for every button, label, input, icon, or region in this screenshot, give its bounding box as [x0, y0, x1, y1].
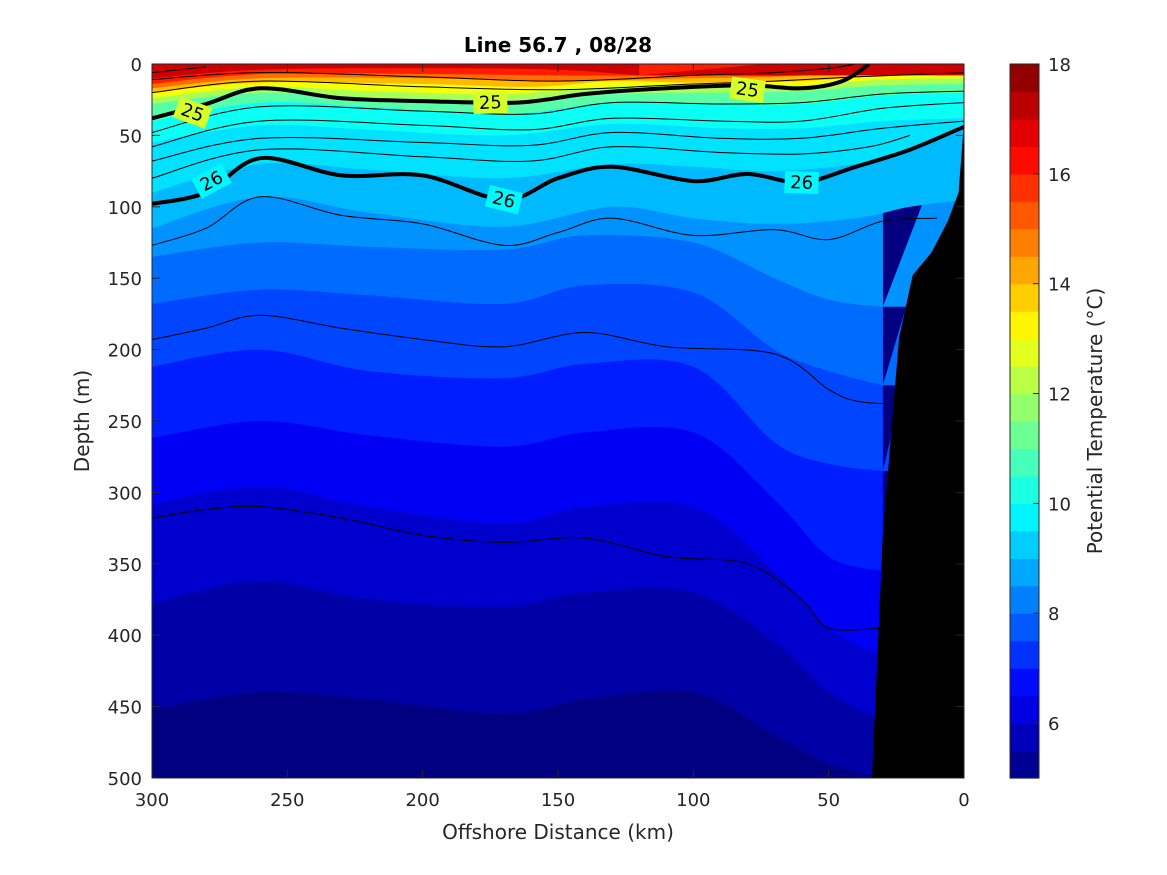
x-tick-label: 50 [817, 790, 840, 811]
colorbar-segment [1010, 613, 1039, 642]
colorbar-segment [1010, 530, 1039, 559]
x-tick-label: 200 [405, 790, 439, 811]
density-contours [152, 64, 964, 631]
y-tick-label: 250 [108, 412, 142, 433]
colorbar-segment [1010, 421, 1039, 450]
temperature-fills [152, 64, 964, 778]
colorbar-tick-label: 16 [1048, 165, 1071, 186]
contour-label-bg [472, 90, 508, 115]
x-tick-label: 0 [958, 790, 969, 811]
density-contour-25-6 [152, 120, 964, 162]
y-tick-label: 400 [108, 626, 142, 647]
density-contour-24-8 [152, 72, 964, 94]
x-tick-label: 300 [135, 790, 169, 811]
contour-label-26: 26 [790, 172, 814, 194]
colorbar-segment [1010, 311, 1039, 340]
colorbar-segment [1010, 558, 1039, 587]
density-contour-25-4 [152, 102, 964, 148]
colorbar-segment [1010, 256, 1039, 285]
colorbar-segment [1010, 585, 1039, 614]
colorbar-segment [1010, 695, 1039, 724]
chart-title: Line 56.7 , 08/28 [464, 33, 652, 57]
colorbar-tick-label: 10 [1048, 494, 1071, 515]
colorbar-segment [1010, 503, 1039, 532]
density-contour-26-6 [152, 505, 883, 631]
density-contour-25 [152, 64, 871, 121]
colorbar-segment [1010, 118, 1039, 147]
colorbar-tick-label: 12 [1048, 385, 1071, 406]
colorbar-segment [1010, 173, 1039, 202]
colorbar-segment [1010, 393, 1039, 422]
y-axis: 0 50 100 150 200 250 300 350 400 450 500 [108, 55, 964, 790]
y-tick-label: 200 [108, 341, 142, 362]
y-tick-label: 300 [108, 483, 142, 504]
y-tick-label: 450 [108, 698, 142, 719]
colorbar-segment [1010, 201, 1039, 230]
x-tick-label: 150 [541, 790, 575, 811]
x-axis-label: Offshore Distance (km) [442, 820, 674, 844]
bathymetry-shape [872, 121, 964, 778]
colorbar-segment [1010, 668, 1039, 697]
contour-label-bg [729, 76, 766, 103]
colorbar-segment [1010, 91, 1039, 120]
contour-label-bg [784, 170, 819, 195]
colorbar-segment [1010, 366, 1039, 395]
colorbar-tick-label: 8 [1048, 604, 1059, 625]
contour-label-bg [172, 96, 213, 129]
density-contour-26-2 [152, 196, 937, 246]
colorbar-frame [1009, 63, 1040, 779]
contour-label-bg [484, 184, 524, 215]
y-axis-label: Depth (m) [70, 370, 94, 472]
colorbar-segment [1010, 475, 1039, 504]
colorbar-tick-label: 18 [1048, 55, 1071, 76]
colorbar-tick-label: 6 [1048, 714, 1059, 735]
x-tick-label: 250 [270, 790, 304, 811]
contour-label-bg [191, 163, 232, 199]
y-tick-label: 500 [108, 769, 142, 790]
y-tick-label: 0 [131, 55, 142, 76]
colorbar-tick-label: 14 [1048, 275, 1071, 296]
contour-label-25: 25 [735, 78, 761, 102]
colorbar-segment [1010, 723, 1039, 752]
density-contour-26-4 [152, 314, 889, 405]
y-tick-label: 50 [119, 126, 142, 147]
temperature-band-17 [152, 64, 964, 79]
plot-area [152, 64, 964, 778]
colorbar-segment [1010, 338, 1039, 367]
contour-label-25: 25 [479, 92, 503, 114]
x-axis: 300 250 200 150 100 50 0 [135, 64, 970, 811]
density-contour-25-2 [152, 90, 964, 133]
colorbar: 6 8 10 12 14 16 18 [1009, 55, 1071, 779]
colorbar-segment [1010, 750, 1039, 779]
density-contour-26 [152, 124, 964, 206]
x-tick-label: 100 [676, 790, 710, 811]
density-contour-24-6 [152, 64, 856, 82]
colorbar-segment [1010, 146, 1039, 175]
density-contour-24-4 [152, 66, 207, 74]
colorbar-segment [1010, 64, 1039, 93]
density-contour-25-8 [152, 134, 911, 179]
colorbar-segment [1010, 640, 1039, 669]
colorbar-segment [1010, 228, 1039, 257]
colorbar-label: Potential Temperature (°C) [1083, 288, 1107, 555]
colorbar-segment [1010, 448, 1039, 477]
y-tick-label: 350 [108, 555, 142, 576]
y-tick-label: 150 [108, 269, 142, 290]
colorbar-segment [1010, 283, 1039, 312]
y-tick-label: 100 [108, 198, 142, 219]
